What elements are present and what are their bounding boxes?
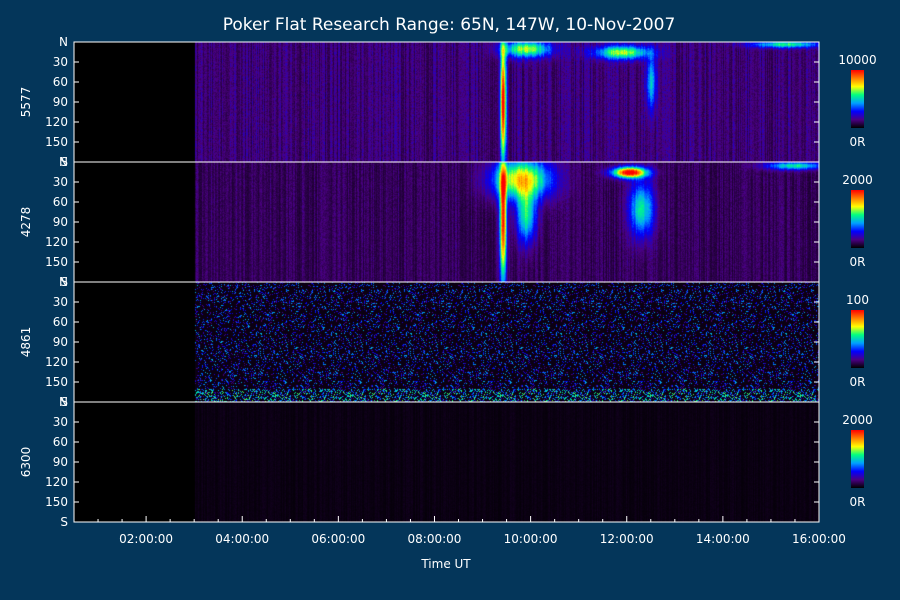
y-tick-label: 120 (45, 115, 68, 129)
y-tick-label: 120 (45, 475, 68, 489)
y-tick-label: 30 (53, 415, 68, 429)
y-tick-label: 90 (53, 215, 68, 229)
y-tick-label: 60 (53, 315, 68, 329)
y-tick-label: 120 (45, 235, 68, 249)
panel-4861: N 30 60 90 120 150 S 4861 100 0R (19, 275, 869, 409)
x-tick-label: 12:00:00 (600, 532, 654, 546)
y-tick-label: 150 (45, 255, 68, 269)
x-tick-label: 10:00:00 (504, 532, 558, 546)
heatmap-5577 (74, 42, 819, 162)
y-tick-label: S (60, 275, 68, 289)
colorbar-max-label: 2000 (842, 413, 873, 427)
colorbar (851, 430, 864, 488)
y-tick-label: N (59, 35, 68, 49)
y-tick-label: S (60, 515, 68, 529)
heatmap-6300 (74, 402, 819, 522)
x-tick-label: 02:00:00 (119, 532, 173, 546)
x-tick-label: 04:00:00 (215, 532, 269, 546)
panel-wavelength-label: 5577 (19, 87, 33, 118)
colorbar-min-label: 0R (850, 495, 866, 509)
y-tick-label: S (60, 395, 68, 409)
panel-wavelength-label: 4861 (19, 327, 33, 358)
y-tick-label: S (60, 155, 68, 169)
y-tick-label: N (59, 395, 68, 409)
heatmap-4861 (74, 282, 819, 402)
colorbar-max-label: 2000 (842, 173, 873, 187)
y-tick-label: N (59, 275, 68, 289)
x-axis: 02:00:00 04:00:00 06:00:00 08:00:00 10:00:00… (73, 516, 846, 546)
colorbar (851, 310, 864, 368)
heatmap-4278 (74, 162, 819, 282)
colorbar-min-label: 0R (850, 255, 866, 269)
panel-4278: N 30 60 90 120 150 S 4278 2000 0R (19, 155, 873, 289)
panel-6300: N 30 60 90 120 150 S 6300 2000 0R (19, 395, 873, 529)
x-tick-label: 08:00:00 (408, 532, 462, 546)
y-tick-label: 30 (53, 55, 68, 69)
y-tick-label: N (59, 155, 68, 169)
y-tick-label: 150 (45, 135, 68, 149)
y-tick-label: 30 (53, 175, 68, 189)
x-tick-label: 06:00:00 (311, 532, 365, 546)
y-tick-label: 150 (45, 495, 68, 509)
y-tick-label: 90 (53, 335, 68, 349)
x-tick-label: 14:00:00 (696, 532, 750, 546)
x-axis-title: Time UT (420, 557, 471, 571)
y-tick-label: 60 (53, 75, 68, 89)
panel-wavelength-label: 6300 (19, 447, 33, 478)
colorbar (851, 190, 864, 248)
panel-5577: N 30 60 90 120 150 S 5577 10000 0R (19, 35, 877, 169)
colorbar-min-label: 0R (850, 375, 866, 389)
y-tick-label: 60 (53, 435, 68, 449)
y-tick-label: 90 (53, 95, 68, 109)
y-tick-label: 90 (53, 455, 68, 469)
colorbar-max-label: 10000 (838, 53, 876, 67)
chart-title: Poker Flat Research Range: 65N, 147W, 10… (223, 15, 676, 35)
y-tick-label: 30 (53, 295, 68, 309)
panel-wavelength-label: 4278 (19, 207, 33, 238)
colorbar (851, 70, 864, 128)
colorbar-min-label: 0R (850, 135, 866, 149)
y-tick-label: 60 (53, 195, 68, 209)
y-tick-label: 120 (45, 355, 68, 369)
y-tick-label: 150 (45, 375, 68, 389)
x-tick-label: 16:00:00 (792, 532, 846, 546)
panels-layer: N 30 60 90 120 150 S 5577 10000 0R N 30 60 90 120 150 S 4… (19, 35, 877, 529)
colorbar-max-label: 100 (846, 293, 869, 307)
